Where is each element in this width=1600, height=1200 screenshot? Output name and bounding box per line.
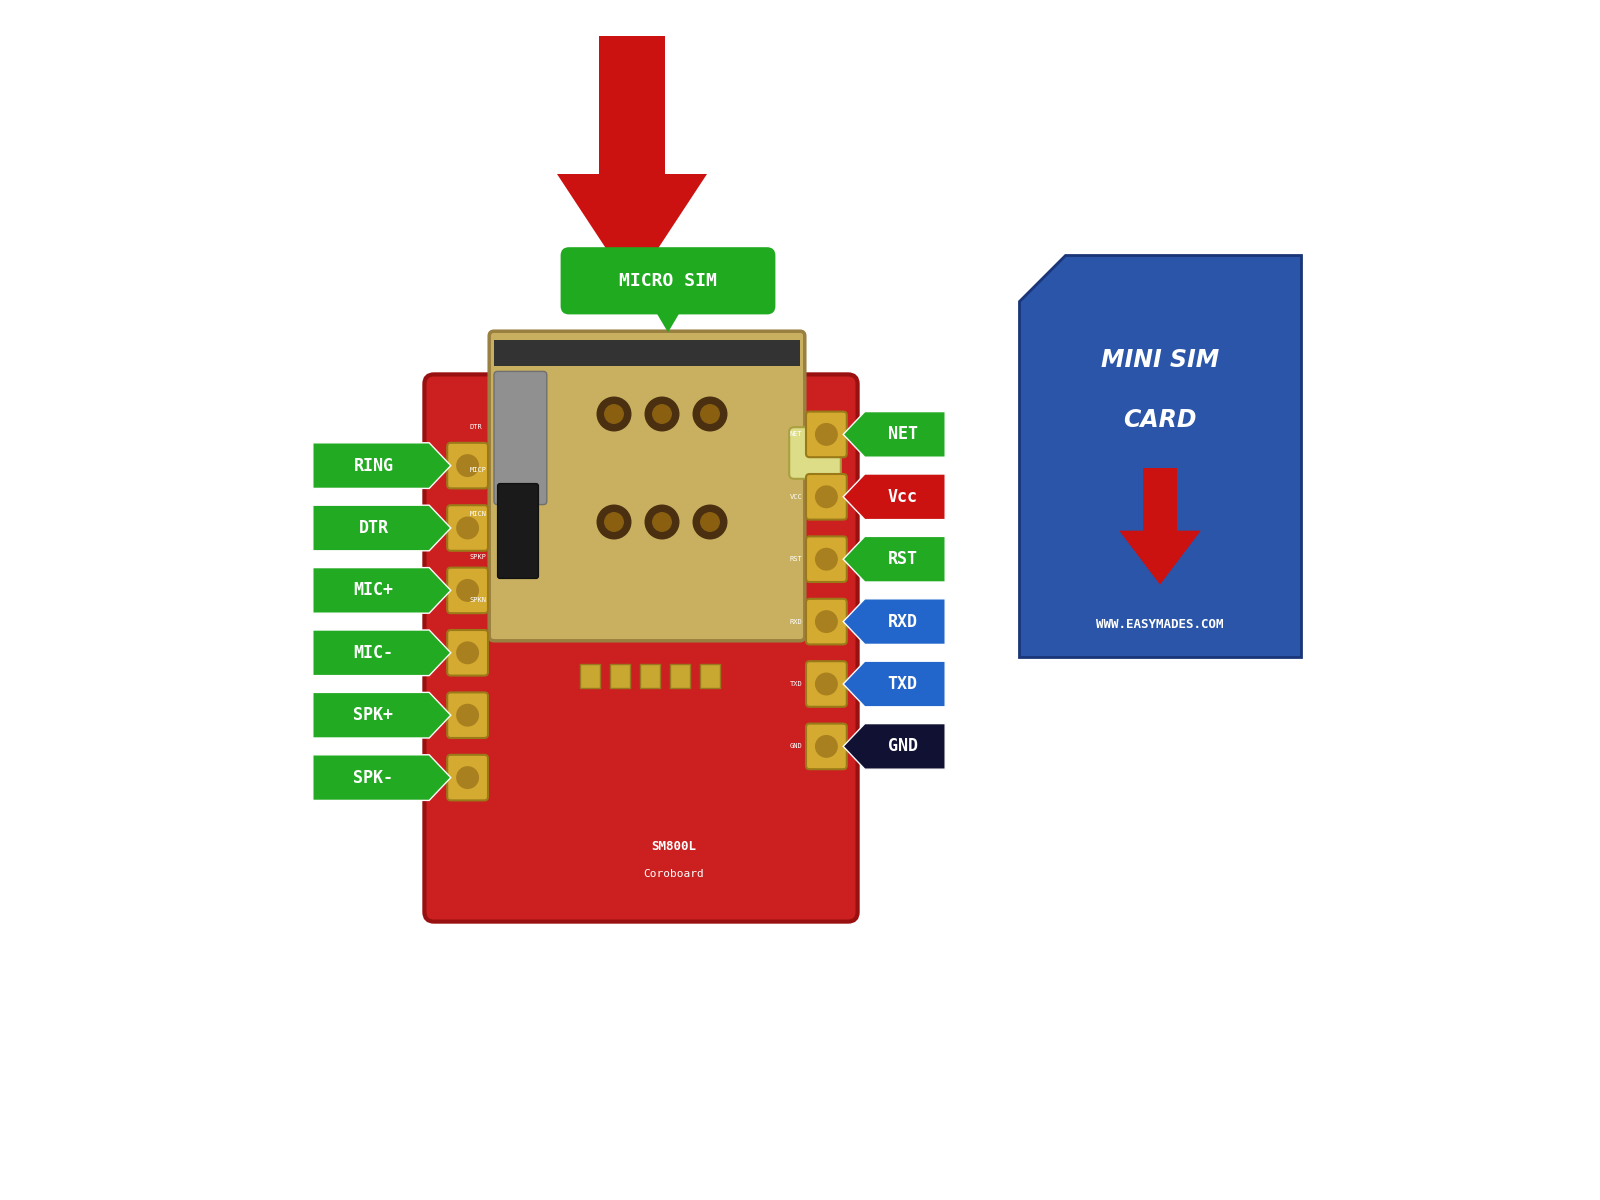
Circle shape xyxy=(816,611,837,632)
FancyBboxPatch shape xyxy=(424,374,858,922)
FancyBboxPatch shape xyxy=(806,412,846,457)
FancyBboxPatch shape xyxy=(498,484,539,578)
Circle shape xyxy=(693,505,726,539)
FancyBboxPatch shape xyxy=(448,692,488,738)
Circle shape xyxy=(458,517,478,539)
Circle shape xyxy=(701,512,720,532)
Circle shape xyxy=(816,673,837,695)
FancyBboxPatch shape xyxy=(498,558,536,570)
Polygon shape xyxy=(312,692,451,738)
Polygon shape xyxy=(312,630,451,676)
FancyBboxPatch shape xyxy=(670,664,690,688)
Circle shape xyxy=(816,736,837,757)
Text: SPKN: SPKN xyxy=(470,596,486,602)
Text: NET: NET xyxy=(790,431,802,437)
FancyBboxPatch shape xyxy=(806,724,846,769)
Circle shape xyxy=(653,404,672,424)
Circle shape xyxy=(605,404,624,424)
Circle shape xyxy=(458,767,478,788)
Circle shape xyxy=(458,580,478,601)
Polygon shape xyxy=(1019,254,1301,658)
Polygon shape xyxy=(843,724,946,769)
Text: SPK+: SPK+ xyxy=(354,706,394,724)
Polygon shape xyxy=(598,36,666,174)
Text: DTR: DTR xyxy=(358,520,389,538)
Text: SM800L: SM800L xyxy=(651,840,696,852)
Text: MIC-: MIC- xyxy=(354,643,394,662)
Circle shape xyxy=(458,455,478,476)
Circle shape xyxy=(597,505,630,539)
FancyBboxPatch shape xyxy=(581,664,600,688)
Text: WWW.EASYMADES.COM: WWW.EASYMADES.COM xyxy=(1096,618,1224,631)
Circle shape xyxy=(605,512,624,532)
FancyBboxPatch shape xyxy=(560,247,776,314)
FancyBboxPatch shape xyxy=(494,371,547,504)
FancyBboxPatch shape xyxy=(490,331,805,641)
FancyBboxPatch shape xyxy=(448,630,488,676)
Circle shape xyxy=(693,397,726,431)
Polygon shape xyxy=(843,474,946,520)
FancyBboxPatch shape xyxy=(789,427,842,479)
Polygon shape xyxy=(312,755,451,800)
Circle shape xyxy=(816,548,837,570)
Text: Vcc: Vcc xyxy=(888,487,918,506)
Text: RXD: RXD xyxy=(790,619,802,624)
Polygon shape xyxy=(312,568,451,613)
Circle shape xyxy=(458,704,478,726)
FancyBboxPatch shape xyxy=(806,599,846,644)
Circle shape xyxy=(645,505,678,539)
FancyBboxPatch shape xyxy=(494,340,800,366)
Circle shape xyxy=(701,404,720,424)
Text: CARD: CARD xyxy=(1123,408,1197,432)
Text: MICRO SIM: MICRO SIM xyxy=(619,271,717,289)
FancyBboxPatch shape xyxy=(806,474,846,520)
Text: RST: RST xyxy=(790,556,802,562)
Circle shape xyxy=(458,642,478,664)
Polygon shape xyxy=(843,661,946,707)
FancyBboxPatch shape xyxy=(448,755,488,800)
FancyBboxPatch shape xyxy=(448,443,488,488)
FancyBboxPatch shape xyxy=(448,568,488,613)
Text: DTR: DTR xyxy=(470,424,483,430)
Polygon shape xyxy=(557,174,707,288)
Text: MICP: MICP xyxy=(470,467,486,473)
FancyBboxPatch shape xyxy=(806,661,846,707)
Text: MIC+: MIC+ xyxy=(354,581,394,599)
Polygon shape xyxy=(843,412,946,457)
Text: VCC: VCC xyxy=(790,494,802,499)
Polygon shape xyxy=(1142,468,1178,530)
Polygon shape xyxy=(312,443,451,488)
Text: TXD: TXD xyxy=(790,680,802,686)
Text: GND: GND xyxy=(790,743,802,749)
Text: Coroboard: Coroboard xyxy=(643,869,704,878)
Circle shape xyxy=(816,486,837,508)
FancyBboxPatch shape xyxy=(448,505,488,551)
Polygon shape xyxy=(1120,530,1202,584)
FancyBboxPatch shape xyxy=(701,664,720,688)
Text: RING: RING xyxy=(354,456,394,474)
Text: SPK-: SPK- xyxy=(354,769,394,787)
Circle shape xyxy=(597,397,630,431)
Text: TXD: TXD xyxy=(888,674,918,692)
Circle shape xyxy=(645,397,678,431)
Circle shape xyxy=(816,424,837,445)
Circle shape xyxy=(653,512,672,532)
Polygon shape xyxy=(843,599,946,644)
Polygon shape xyxy=(312,505,451,551)
FancyBboxPatch shape xyxy=(806,536,846,582)
Text: SPKP: SPKP xyxy=(470,553,486,559)
Text: RXD: RXD xyxy=(888,612,918,631)
Text: MICN: MICN xyxy=(470,510,486,516)
FancyBboxPatch shape xyxy=(640,664,659,688)
Text: MINI SIM: MINI SIM xyxy=(1101,348,1219,372)
Polygon shape xyxy=(653,306,683,332)
Polygon shape xyxy=(843,536,946,582)
Text: RST: RST xyxy=(888,550,918,568)
Text: GND: GND xyxy=(888,737,918,756)
FancyBboxPatch shape xyxy=(611,664,630,688)
Text: NET: NET xyxy=(888,425,918,443)
